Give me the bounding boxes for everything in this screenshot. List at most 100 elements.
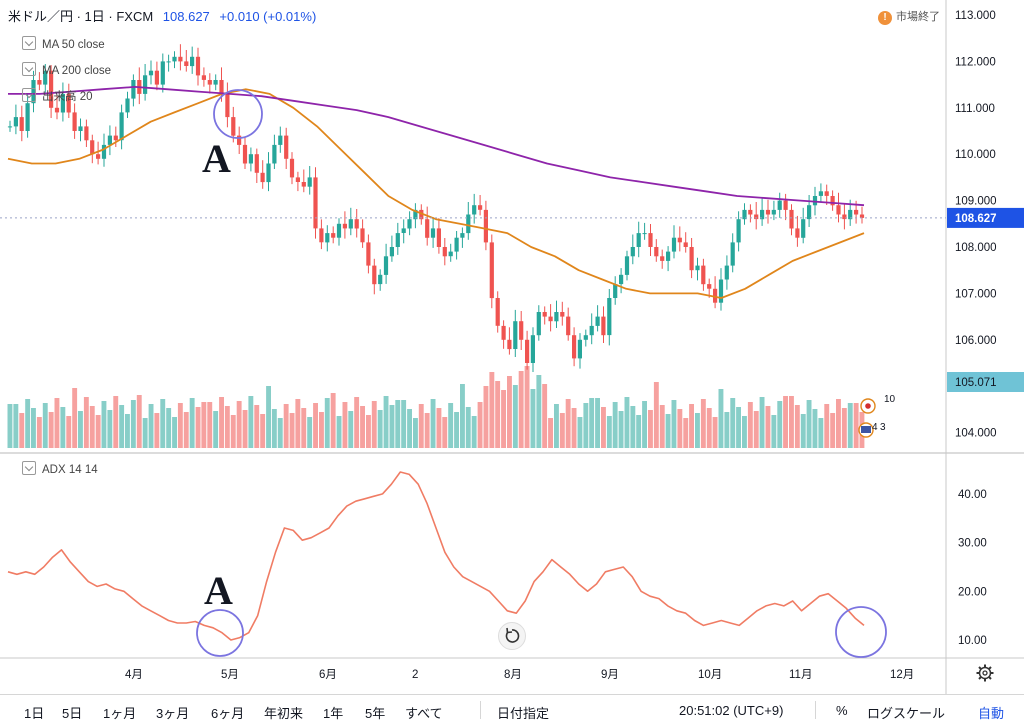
candle-body [713, 288, 718, 303]
candle-body [49, 70, 54, 108]
candle-body [37, 80, 42, 85]
volume-bar [313, 403, 318, 448]
toolbar-divider [815, 701, 816, 719]
volume-bar [101, 401, 107, 448]
candle-body [460, 233, 465, 238]
candle-body [331, 233, 336, 238]
legend-adx-label: ADX 14 14 [42, 464, 98, 476]
legend-volume[interactable]: 出来高 20 [22, 88, 93, 104]
range-1y-button[interactable]: 1年 [323, 706, 344, 721]
volume-bar [841, 408, 847, 448]
reset-chart-button[interactable] [498, 622, 526, 650]
candle-body [777, 200, 782, 210]
percent-toggle[interactable]: % [836, 703, 848, 718]
volume-bar [847, 403, 853, 448]
range-1m-button[interactable]: 1ヶ月 [103, 706, 137, 721]
volume-bar [254, 405, 260, 448]
range-ytd-button[interactable]: 年初来 [264, 706, 304, 721]
candle-body [466, 214, 471, 234]
candle-body [754, 214, 759, 220]
volume-bar [648, 410, 653, 448]
volume-bar [577, 417, 583, 448]
candle-body [289, 158, 295, 178]
volume-bar [812, 409, 818, 448]
symbol-label[interactable]: 米ドル／円 · 1日 · FXCM [8, 9, 154, 24]
legend-adx[interactable]: ADX 14 14 [22, 461, 98, 476]
legend-ma50[interactable]: MA 50 close [22, 36, 105, 51]
log-scale-toggle[interactable]: ログスケール [867, 706, 946, 721]
volume-bar [571, 408, 577, 448]
range-5y-button[interactable]: 5年 [365, 706, 386, 721]
visibility-icon[interactable] [22, 36, 36, 50]
volume-bar [583, 403, 589, 448]
time-tick-label: 2 [412, 669, 418, 681]
candle-body [213, 80, 218, 85]
candle-body [842, 214, 847, 220]
volume-bar [395, 400, 401, 448]
range-6m-button[interactable]: 6ヶ月 [211, 706, 245, 721]
candle-body [718, 279, 724, 303]
last-price-label-bg [947, 207, 1024, 228]
volume-bar [530, 389, 536, 448]
candle-body [742, 209, 747, 220]
candle-body [483, 209, 488, 243]
chart-canvas[interactable]: 113.000 112.000 111.000 110.000 109.000 108.0… [0, 0, 1024, 694]
price-tick-label: 107.000 [955, 288, 997, 300]
candle-body [395, 233, 400, 247]
candle-body [13, 117, 18, 127]
visibility-icon[interactable] [22, 461, 36, 475]
candle-body [654, 247, 659, 257]
market-status[interactable]: ! 市場終了 [878, 8, 940, 25]
candle-body [383, 256, 389, 275]
candle-body [201, 75, 206, 80]
volume-bar [436, 408, 442, 448]
date-select-button[interactable]: 日付指定 [497, 706, 550, 721]
candle-body [143, 75, 148, 94]
volume-bar [483, 386, 489, 448]
range-5d-button[interactable]: 5日 [62, 706, 83, 721]
candle-body [478, 205, 483, 210]
header-change: +0.010 (+0.01%) [219, 9, 317, 24]
volume-bar [213, 411, 219, 448]
candle-body [242, 144, 248, 164]
candle-body [642, 233, 647, 235]
candle-body [572, 335, 577, 359]
visibility-icon[interactable] [22, 62, 36, 76]
candle-body [801, 219, 806, 238]
candle-body [724, 265, 729, 280]
legend-ma200[interactable]: MA 200 close [22, 62, 111, 77]
candle-body [425, 219, 430, 238]
candle-body [448, 251, 453, 257]
auto-scale-toggle[interactable]: 自動 [978, 706, 1005, 721]
candle-body [601, 316, 606, 336]
candle-body [295, 177, 300, 182]
range-3m-button[interactable]: 3ヶ月 [156, 706, 190, 721]
candle-body [513, 321, 518, 349]
gear-icon[interactable] [976, 664, 994, 682]
candle-body [342, 223, 347, 229]
volume-bar [518, 371, 524, 448]
volume-bar [301, 408, 307, 448]
volume-bar [242, 410, 248, 448]
volume-bar [219, 397, 224, 448]
candle-body [207, 80, 212, 85]
volume-bar [642, 401, 647, 448]
candle-body [372, 265, 377, 285]
visibility-icon[interactable] [22, 88, 36, 102]
volume-bar [89, 406, 95, 448]
range-all-button[interactable]: すべて [405, 706, 443, 721]
annotation-circle-top [213, 89, 263, 139]
volume-bar [747, 402, 753, 448]
clock-label[interactable]: 20:51:02 (UTC+9) [679, 703, 784, 718]
adx-line [7, 471, 865, 641]
candle-body [507, 339, 512, 350]
volume-bar [730, 398, 736, 448]
time-tick-label: 11月 [789, 669, 812, 681]
range-1d-button[interactable]: 1日 [24, 706, 45, 721]
candle-body [783, 200, 788, 210]
volume-bar [771, 415, 777, 448]
candle-body [607, 298, 612, 336]
volume-bar [195, 407, 201, 448]
volume-bar [471, 416, 477, 448]
japan-flag-icon [865, 403, 871, 409]
